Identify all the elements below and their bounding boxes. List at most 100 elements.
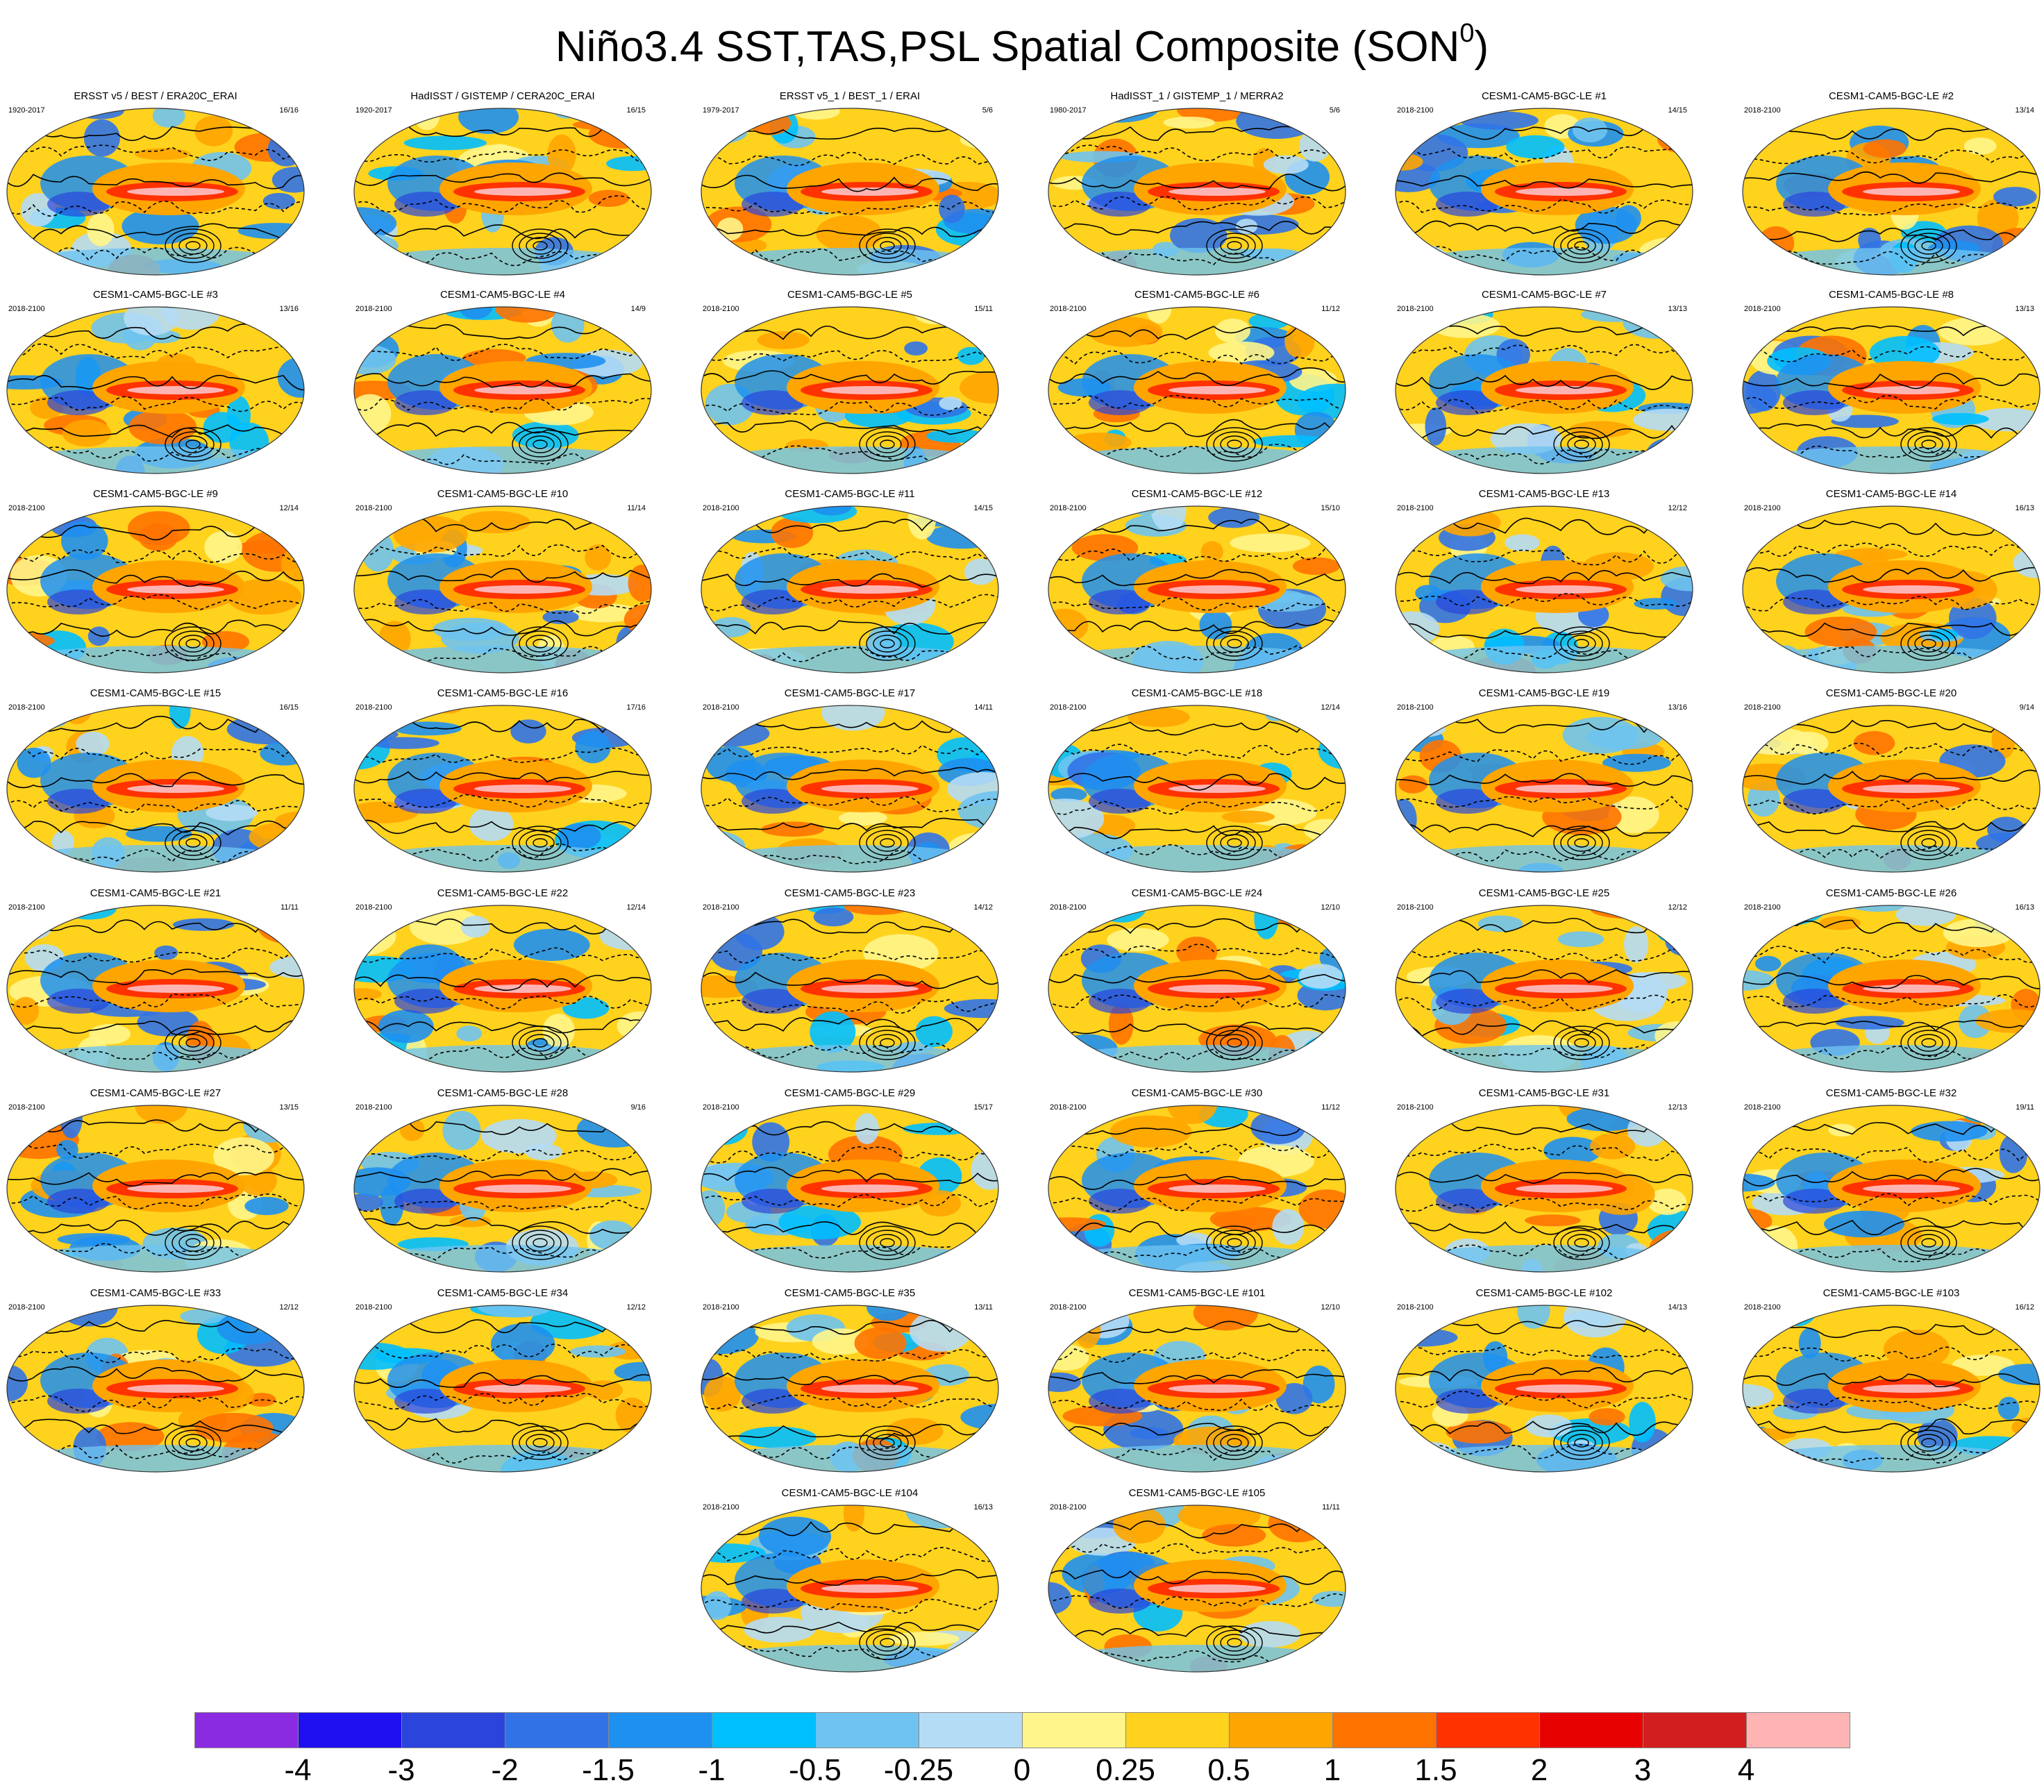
panel-grid: ERSST v5 / BEST / ERA20C_ERAI 1920-2017 16… [3, 90, 2044, 1675]
panel-title: CESM1-CAM5-BGC-LE #13 [1478, 488, 1610, 500]
map-panel: CESM1-CAM5-BGC-LE #24 2018-2100 12/10 [1044, 887, 1350, 1075]
map-plot [353, 905, 652, 1073]
panel-title: CESM1-CAM5-BGC-LE #21 [90, 887, 221, 899]
colorbar-labels: -4 -3 -2 -1.5 -1 -0.5 -0.25 0 0.25 0.5 1 1.5 2 3 4 [194, 1752, 1850, 1789]
colorbar-swatch [815, 1712, 919, 1748]
map-panel: CESM1-CAM5-BGC-LE #13 2018-2100 12/12 [1391, 488, 1697, 676]
panel-years: 2018-2100 [1744, 504, 1781, 512]
panel-title: CESM1-CAM5-BGC-LE #17 [784, 687, 916, 699]
panel-title: CESM1-CAM5-BGC-LE #1 [1481, 90, 1607, 102]
map-plot [1395, 306, 1693, 474]
panel-title: CESM1-CAM5-BGC-LE #31 [1478, 1087, 1610, 1099]
map-plot [6, 905, 305, 1073]
map-panel: CESM1-CAM5-BGC-LE #22 2018-2100 12/14 [350, 887, 655, 1075]
colorbar-label: 1.5 [1414, 1753, 1457, 1787]
map-plot [353, 505, 652, 673]
panel-ratio: 12/14 [1321, 703, 1340, 712]
map-panel: CESM1-CAM5-BGC-LE #26 2018-2100 16/13 [1739, 887, 2044, 1075]
map-plot [1395, 1105, 1693, 1273]
map-plot [1048, 705, 1346, 873]
map-panel: CESM1-CAM5-BGC-LE #30 2018-2100 11/12 [1044, 1087, 1350, 1275]
panel-years: 2018-2100 [8, 703, 45, 712]
panel-title: CESM1-CAM5-BGC-LE #30 [1131, 1087, 1263, 1099]
panel-years: 2018-2100 [1397, 106, 1434, 115]
page-title: Niño3.4 SST,TAS,PSL Spatial Composite (S… [555, 19, 1489, 71]
panel-title: CESM1-CAM5-BGC-LE #18 [1131, 687, 1263, 699]
panel-years: 2018-2100 [8, 1103, 45, 1112]
panel-ratio: 15/11 [974, 305, 993, 313]
panel-title: CESM1-CAM5-BGC-LE #20 [1825, 687, 1957, 699]
map-plot [1048, 905, 1346, 1073]
panel-years: 2018-2100 [703, 504, 739, 512]
panel-ratio: 14/11 [974, 703, 993, 712]
panel-ratio: 5/6 [982, 106, 993, 115]
colorbar-swatch [1229, 1712, 1333, 1748]
panel-ratio: 13/15 [279, 1103, 299, 1112]
panel-title: ERSST v5 / BEST / ERA20C_ERAI [74, 90, 237, 102]
panel-years: 1979-2017 [703, 106, 739, 115]
panel-ratio: 12/10 [1321, 903, 1340, 912]
panel-ratio: 14/12 [973, 903, 993, 912]
map-panel: CESM1-CAM5-BGC-LE #25 2018-2100 12/12 [1391, 887, 1697, 1075]
map-panel: ERSST v5_1 / BEST_1 / ERAI 1979-2017 5/6 [697, 90, 1003, 278]
title-superscript: 0 [1459, 19, 1475, 48]
panel-ratio: 11/11 [1322, 1503, 1340, 1512]
colorbar-label: 0.25 [1096, 1753, 1155, 1787]
panel-ratio: 11/12 [1321, 305, 1340, 313]
panel-title: CESM1-CAM5-BGC-LE #15 [90, 687, 221, 699]
map-panel: CESM1-CAM5-BGC-LE #104 2018-2100 16/13 [697, 1487, 1003, 1675]
panel-title: CESM1-CAM5-BGC-LE #104 [781, 1487, 919, 1499]
panel-years: 2018-2100 [355, 305, 392, 313]
panel-ratio: 9/14 [2019, 703, 2034, 712]
map-panel: CESM1-CAM5-BGC-LE #11 2018-2100 14/15 [697, 488, 1003, 676]
panel-years: 2018-2100 [1397, 703, 1434, 712]
map-plot [1395, 108, 1693, 276]
panel-years: 2018-2100 [355, 1103, 392, 1112]
map-plot [6, 1105, 305, 1273]
map-plot [1395, 1305, 1693, 1473]
map-panel: CESM1-CAM5-BGC-LE #21 2018-2100 11/11 [3, 887, 308, 1075]
panel-years: 1920-2017 [355, 106, 392, 115]
map-panel: CESM1-CAM5-BGC-LE #9 2018-2100 12/14 [3, 488, 308, 676]
panel-title: CESM1-CAM5-BGC-LE #19 [1478, 687, 1610, 699]
panel-ratio: 12/12 [1668, 504, 1687, 512]
panel-title: ERSST v5_1 / BEST_1 / ERAI [779, 90, 921, 102]
map-panel: CESM1-CAM5-BGC-LE #10 2018-2100 11/14 [350, 488, 655, 676]
panel-years: 1980-2017 [1050, 106, 1087, 115]
panel-ratio: 12/10 [1321, 1303, 1340, 1312]
map-panel: CESM1-CAM5-BGC-LE #102 2018-2100 14/13 [1391, 1287, 1697, 1475]
colorbar-label: 2 [1530, 1753, 1548, 1787]
map-panel: CESM1-CAM5-BGC-LE #6 2018-2100 11/12 [1044, 289, 1350, 476]
map-plot [1048, 1305, 1346, 1473]
panel-ratio: 16/13 [2015, 903, 2034, 912]
panel-title: CESM1-CAM5-BGC-LE #34 [437, 1287, 569, 1299]
colorbar-label: 4 [1737, 1753, 1755, 1787]
panel-years: 2018-2100 [1050, 1503, 1087, 1512]
panel-title: CESM1-CAM5-BGC-LE #2 [1828, 90, 1954, 102]
panel-years: 2018-2100 [1050, 1103, 1087, 1112]
panel-title: CESM1-CAM5-BGC-LE #29 [784, 1087, 916, 1099]
colorbar-swatch [1436, 1712, 1540, 1748]
colorbar-label: -3 [387, 1753, 415, 1787]
panel-title: CESM1-CAM5-BGC-LE #6 [1134, 289, 1260, 301]
panel-title: CESM1-CAM5-BGC-LE #22 [437, 887, 569, 899]
map-panel: CESM1-CAM5-BGC-LE #27 2018-2100 13/15 [3, 1087, 308, 1275]
panel-ratio: 11/14 [627, 504, 646, 512]
panel-ratio: 12/12 [279, 1303, 299, 1312]
panel-title: CESM1-CAM5-BGC-LE #27 [90, 1087, 221, 1099]
colorbar-label: -1 [698, 1753, 726, 1787]
panel-title: CESM1-CAM5-BGC-LE #25 [1478, 887, 1610, 899]
panel-title: CESM1-CAM5-BGC-LE #35 [784, 1287, 916, 1299]
colorbar-swatch [194, 1712, 299, 1748]
map-plot [1742, 108, 2041, 276]
panel-ratio: 11/11 [280, 903, 299, 912]
panel-title: CESM1-CAM5-BGC-LE #101 [1128, 1287, 1266, 1299]
map-panel: CESM1-CAM5-BGC-LE #3 2018-2100 13/16 [3, 289, 308, 476]
map-plot [1742, 505, 2041, 673]
map-panel: CESM1-CAM5-BGC-LE #8 2018-2100 13/13 [1739, 289, 2044, 476]
panel-ratio: 11/12 [1321, 1103, 1340, 1112]
map-plot [6, 1305, 305, 1473]
map-plot [6, 108, 305, 276]
map-plot [6, 705, 305, 873]
panel-title: CESM1-CAM5-BGC-LE #9 [92, 488, 219, 500]
